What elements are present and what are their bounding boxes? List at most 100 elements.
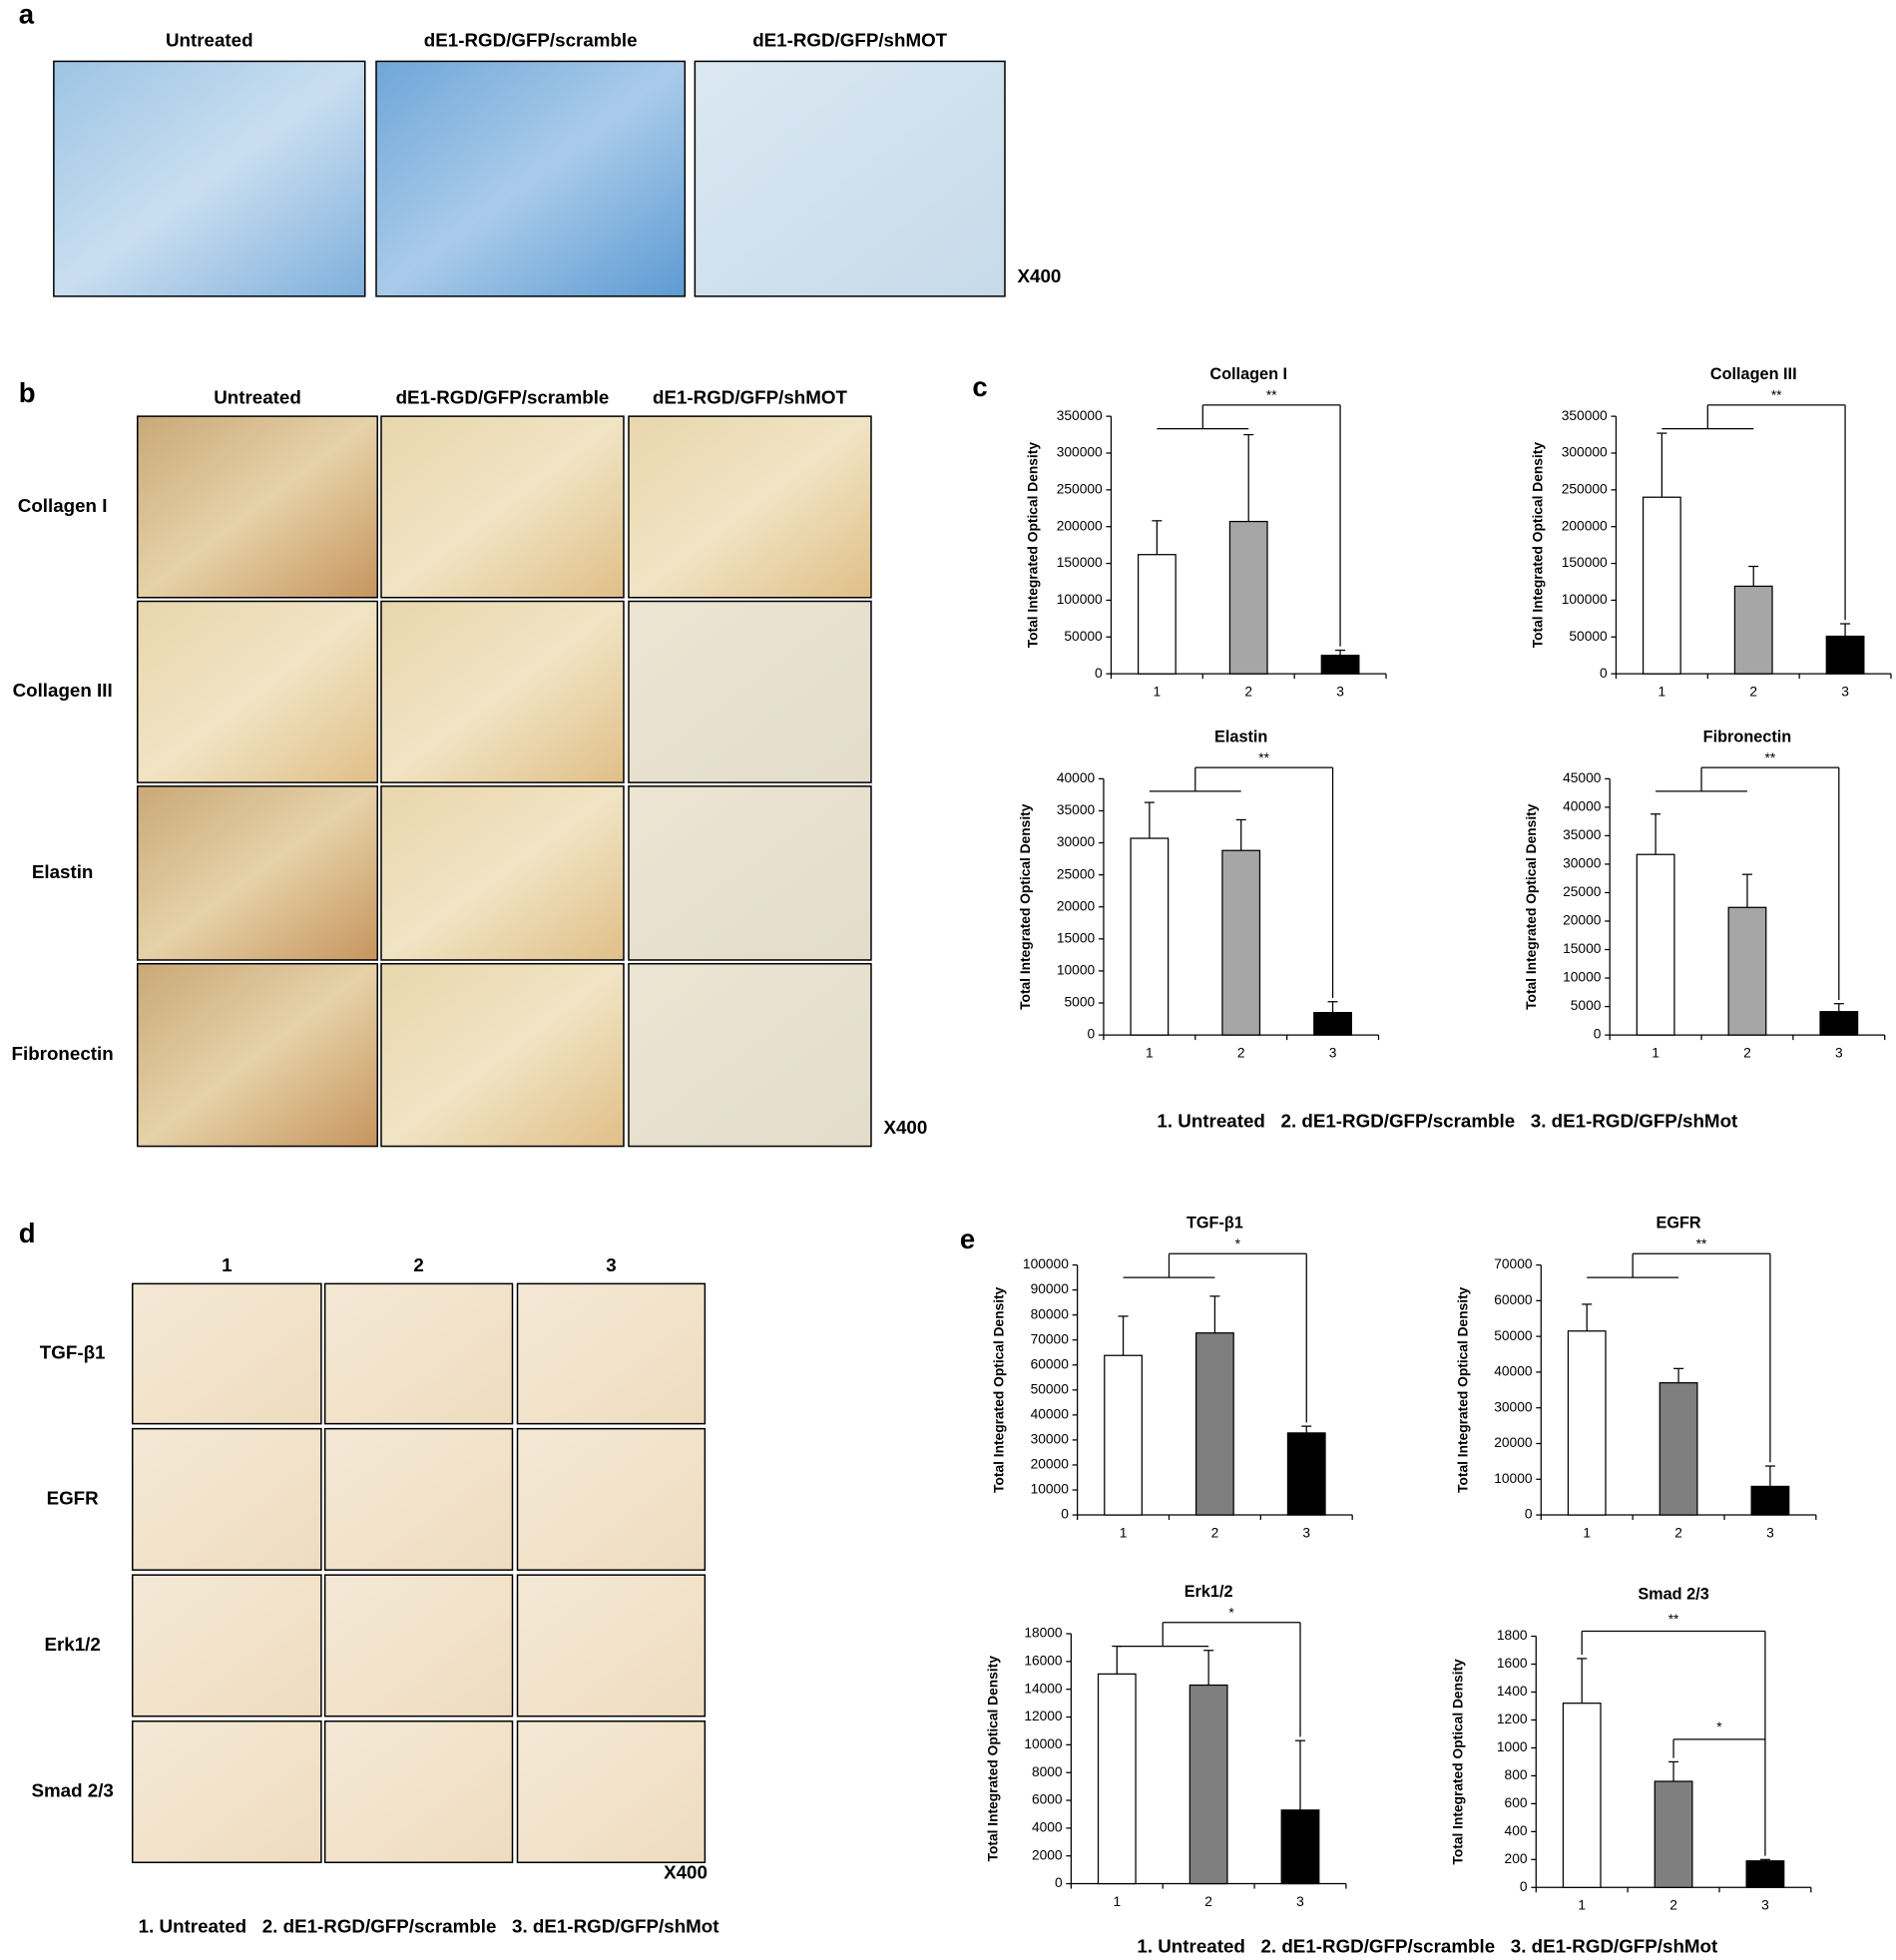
x-tick-label: 2 — [1237, 1046, 1245, 1061]
y-tick-label: 10000 — [1024, 1736, 1063, 1751]
x-tick-label: 3 — [1766, 1525, 1774, 1540]
error-bar — [1657, 432, 1667, 498]
y-tick-label: 300000 — [1562, 445, 1608, 460]
y-tick-label: 50000 — [1031, 1381, 1070, 1396]
y-tick-label: 8000 — [1032, 1764, 1063, 1779]
bar — [1654, 1780, 1693, 1888]
panel-label: c — [972, 371, 987, 402]
error-bar — [1203, 1650, 1214, 1686]
micrograph — [380, 962, 625, 1148]
y-tick-label: 0 — [1594, 1027, 1602, 1042]
x-tick-label: 1 — [1146, 1046, 1154, 1061]
x-tick-label: 3 — [1841, 685, 1849, 700]
y-tick-label: 4000 — [1032, 1820, 1063, 1835]
column-label: Untreated — [214, 387, 301, 408]
y-tick-label: 35000 — [1563, 827, 1602, 842]
significance: ** — [1696, 1236, 1707, 1251]
bar — [1745, 1860, 1785, 1888]
y-axis-label: Total Integrated Optical Density — [1450, 1659, 1465, 1865]
error-bar — [1112, 1645, 1123, 1675]
chart-title: Elastin — [1214, 728, 1267, 745]
legend: 1. Untreated 2. dE1-RGD/GFP/scramble 3. … — [1157, 1111, 1738, 1132]
x-tick-label: 3 — [1761, 1898, 1769, 1913]
y-tick-label: 6000 — [1032, 1792, 1063, 1807]
x-tick-label: 1 — [1583, 1525, 1591, 1540]
micrograph — [323, 1574, 514, 1717]
y-tick-label: 1400 — [1497, 1684, 1528, 1699]
error-bar — [1833, 1003, 1844, 1012]
bar — [1104, 1354, 1143, 1516]
error-bar — [1764, 1465, 1775, 1487]
chart-title: Erk1/2 — [1185, 1583, 1233, 1601]
y-tick-label: 100000 — [1057, 592, 1103, 607]
x-tick-label: 1 — [1120, 1525, 1128, 1540]
bar — [1727, 906, 1767, 1036]
significance: ** — [1258, 750, 1269, 765]
panel-label: d — [19, 1218, 36, 1248]
y-tick-label: 70000 — [1031, 1331, 1070, 1346]
bar — [1228, 520, 1268, 675]
significance: * — [1235, 1236, 1241, 1251]
y-tick-label: 18000 — [1024, 1626, 1063, 1641]
y-axis-label: Total Integrated Optical Density — [1530, 442, 1545, 649]
y-tick-label: 50000 — [1569, 629, 1608, 644]
micrograph — [323, 1719, 514, 1863]
error-bar — [1327, 1001, 1338, 1013]
y-tick-label: 350000 — [1562, 408, 1608, 423]
micrograph — [132, 1427, 322, 1571]
error-bar — [1582, 1303, 1593, 1331]
y-axis-label: Total Integrated Optical Density — [1455, 1286, 1470, 1493]
magnification: X400 — [1018, 265, 1062, 286]
y-tick-label: 150000 — [1562, 555, 1608, 570]
y-tick-label: 30000 — [1494, 1399, 1533, 1414]
y-tick-label: 40000 — [1494, 1364, 1533, 1379]
y-tick-label: 30000 — [1563, 856, 1602, 871]
bar — [1825, 635, 1865, 675]
error-bar — [1294, 1739, 1305, 1810]
y-tick-label: 20000 — [1057, 898, 1096, 913]
chart-title: Fibronectin — [1703, 728, 1792, 745]
row-label: Erk1/2 — [44, 1634, 100, 1655]
x-tick-label: 2 — [1743, 1046, 1751, 1061]
micrograph — [53, 60, 366, 297]
x-tick-label: 2 — [1749, 685, 1757, 700]
y-tick-label: 2000 — [1032, 1847, 1063, 1862]
y-tick-label: 40000 — [1031, 1407, 1070, 1422]
bar — [1097, 1673, 1137, 1885]
micrograph — [628, 415, 872, 599]
error-bar — [1668, 1760, 1679, 1782]
error-bar — [1301, 1425, 1312, 1433]
bar — [1819, 1011, 1859, 1036]
column-label: dE1-RGD/GFP/scramble — [424, 29, 638, 50]
micrograph — [516, 1282, 707, 1425]
significance: ** — [1771, 388, 1782, 403]
x-tick-label: 1 — [1659, 685, 1666, 700]
y-tick-label: 350000 — [1057, 408, 1103, 423]
y-tick-label: 250000 — [1562, 481, 1608, 496]
micrograph — [137, 785, 378, 961]
bar — [1286, 1432, 1326, 1516]
micrograph — [380, 415, 625, 599]
y-axis-label: Total Integrated Optical Density — [1018, 803, 1033, 1010]
micrograph — [628, 600, 872, 783]
x-tick-label: 2 — [1669, 1898, 1677, 1913]
micrograph — [375, 60, 687, 297]
y-tick-label: 12000 — [1024, 1709, 1063, 1723]
y-tick-label: 15000 — [1057, 930, 1096, 945]
bar — [1130, 837, 1170, 1036]
column-label: dE1-RGD/GFP/scramble — [396, 387, 610, 408]
y-tick-label: 30000 — [1031, 1432, 1070, 1447]
significance: ** — [1668, 1612, 1679, 1627]
x-tick-label: 3 — [1302, 1525, 1310, 1540]
y-axis-label: Total Integrated Optical Density — [1025, 442, 1040, 649]
y-tick-label: 45000 — [1563, 770, 1602, 785]
y-tick-label: 100000 — [1023, 1256, 1069, 1271]
micrograph — [694, 60, 1006, 297]
micrograph — [516, 1427, 707, 1571]
chart-title: TGF-β1 — [1186, 1215, 1243, 1232]
row-label: Smad 2/3 — [31, 1779, 113, 1800]
y-tick-label: 40000 — [1057, 770, 1096, 785]
y-axis-label: Total Integrated Optical Density — [1524, 803, 1539, 1010]
y-tick-label: 5000 — [1571, 998, 1602, 1013]
bar — [1750, 1485, 1790, 1516]
